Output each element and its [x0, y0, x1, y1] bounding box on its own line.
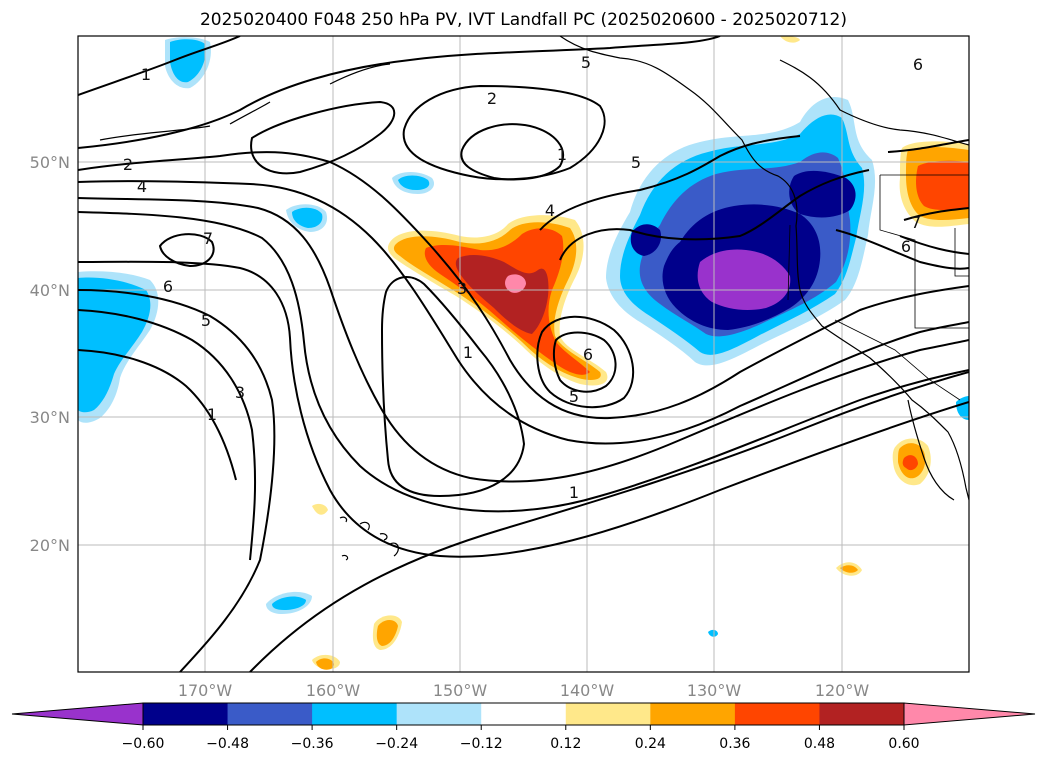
contour-label: 6 — [583, 345, 593, 364]
gridlines — [78, 36, 969, 672]
contour-labels: 1 2 4 7 6 5 3 1 2 1 5 5 4 3 1 6 5 1 6 7 … — [123, 53, 923, 502]
contour-label: 1 — [557, 145, 567, 164]
colorbar-segment — [565, 703, 651, 725]
colorbar: −0.60 −0.48 −0.36 −0.24 −0.12 0.12 0.24 0.36 0.4… — [11, 702, 1036, 752]
colorbar-max-extension — [903, 702, 1036, 726]
contour-label: 3 — [457, 279, 467, 298]
colorbar-tick-label: 0.60 — [888, 736, 919, 752]
colorbar-tick-label: −0.60 — [122, 736, 165, 752]
map-title: 2025020400 F048 250 hPa PV, IVT Landfall… — [199, 10, 847, 30]
lon-label: 140°W — [560, 681, 615, 700]
lon-label: 170°W — [178, 681, 233, 700]
contour-label: 2 — [123, 155, 133, 174]
colorbar-segment — [650, 703, 736, 725]
colorbar-segment — [734, 703, 820, 725]
contour-label: 1 — [141, 65, 151, 84]
latitude-labels: 50°N 40°N 30°N 20°N — [30, 153, 70, 555]
colorbar-outline — [142, 702, 905, 726]
lat-label: 20°N — [30, 536, 70, 555]
contour-label: 5 — [631, 153, 641, 172]
contour-label: 6 — [163, 277, 173, 296]
colorbar-tick-label: −0.12 — [460, 736, 503, 752]
lon-label: 150°W — [433, 681, 488, 700]
map-frame — [77, 35, 970, 673]
contour-label: 5 — [201, 311, 211, 330]
contour-label: 5 — [569, 387, 579, 406]
contour-label: 1 — [463, 343, 473, 362]
contour-label: 1 — [207, 405, 217, 424]
map-content: 1 2 4 7 6 5 3 1 2 1 5 5 4 3 1 6 5 1 6 7 … — [78, 36, 969, 672]
colorbar-segment — [143, 703, 229, 725]
pv-contours — [78, 36, 969, 672]
colorbar-segment — [396, 703, 482, 725]
colorbar-tick-label: −0.48 — [206, 736, 249, 752]
colorbar-tick-label: 0.48 — [804, 736, 835, 752]
colorbar-min-extension — [11, 702, 144, 726]
lon-label: 160°W — [306, 681, 361, 700]
lon-label: 130°W — [687, 681, 742, 700]
colorbar-segment — [227, 703, 313, 725]
contour-label: 6 — [913, 55, 923, 74]
lat-label: 30°N — [30, 408, 70, 427]
colorbar-tick-label: −0.24 — [375, 736, 418, 752]
contour-label: 4 — [545, 201, 555, 220]
colorbar-tick-label: 0.12 — [550, 736, 581, 752]
negative-anomaly-fields — [78, 36, 969, 637]
colorbar-ticks: −0.60 −0.48 −0.36 −0.24 −0.12 0.12 0.24 0.36 0.4… — [122, 725, 920, 752]
contour-label: 7 — [911, 213, 921, 232]
contour-label: 5 — [581, 53, 591, 72]
lon-label: 120°W — [815, 681, 870, 700]
colorbar-segment — [819, 703, 905, 725]
contour-label: 4 — [137, 177, 147, 196]
longitude-labels: 170°W 160°W 150°W 140°W 130°W 120°W — [178, 681, 870, 700]
colorbar-tick-label: −0.36 — [291, 736, 334, 752]
colorbar-segment — [312, 703, 398, 725]
contour-label: 1 — [569, 483, 579, 502]
lat-label: 50°N — [30, 153, 70, 172]
contour-label: 7 — [203, 229, 213, 248]
colorbar-tick-label: 0.36 — [719, 736, 750, 752]
contour-label: 3 — [235, 383, 245, 402]
lat-label: 40°N — [30, 281, 70, 300]
colorbar-tick-label: 0.24 — [635, 736, 666, 752]
contour-label: 6 — [901, 237, 911, 256]
colorbar-segment — [481, 703, 567, 725]
colorbar-segments — [143, 703, 905, 725]
contour-label: 2 — [487, 89, 497, 108]
